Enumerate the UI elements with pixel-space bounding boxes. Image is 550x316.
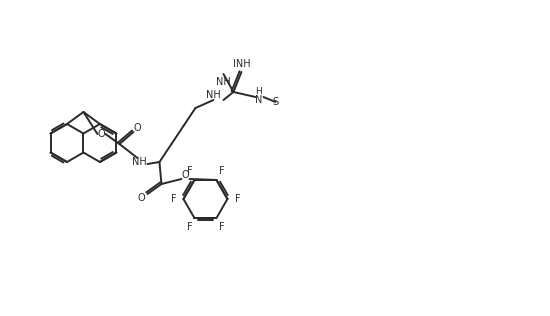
Text: O: O — [138, 193, 145, 203]
Text: O: O — [134, 123, 141, 133]
Text: N: N — [255, 95, 262, 105]
Text: F: F — [186, 166, 192, 176]
Text: F: F — [170, 194, 176, 204]
Text: O: O — [98, 129, 105, 139]
Text: H: H — [255, 88, 262, 96]
Text: O: O — [182, 170, 189, 180]
Text: F: F — [186, 222, 192, 232]
Text: S: S — [272, 97, 278, 107]
Text: F: F — [219, 222, 224, 232]
Text: NH: NH — [132, 157, 147, 167]
Text: F: F — [219, 166, 224, 176]
Text: NH: NH — [216, 77, 231, 87]
Text: NH: NH — [206, 90, 221, 100]
Text: INH: INH — [233, 59, 250, 69]
Text: F: F — [235, 194, 240, 204]
